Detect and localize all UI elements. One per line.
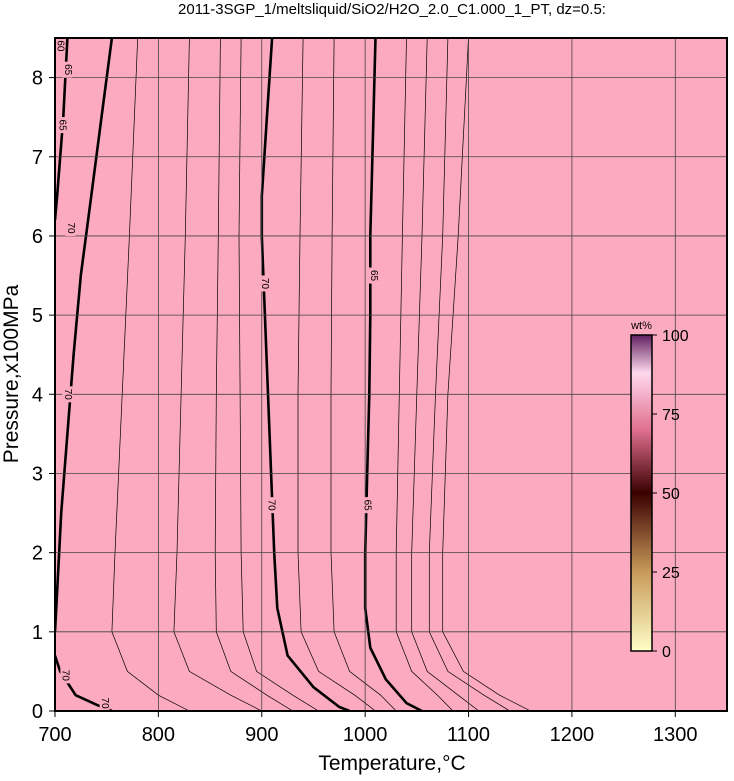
contour-label: 70 <box>62 389 73 401</box>
contour-label-bg <box>259 275 270 292</box>
thin-contour <box>111 38 190 711</box>
x-tick-label: 1100 <box>447 724 490 746</box>
y-tick-label: 5 <box>32 305 43 327</box>
plot-frame <box>54 37 728 712</box>
y-tick-label: 7 <box>32 147 43 169</box>
contour-label-bg <box>55 37 66 54</box>
y-tick-label: 8 <box>32 68 43 90</box>
colorbar <box>630 334 653 652</box>
thin-contour <box>428 38 511 711</box>
x-axis-label: Temperature,°C <box>318 752 465 775</box>
contour-label-bg <box>362 497 373 514</box>
contour-label: 60 <box>55 40 66 52</box>
chart-title: 2011-3SGP_1/meltsliquid/SiO2/H2O_2.0_C1.… <box>178 1 606 18</box>
contour-label-bg <box>368 267 379 284</box>
x-tick-label: 1200 <box>550 724 595 746</box>
contour-label: 65 <box>368 270 379 282</box>
contour-label: 70 <box>265 500 276 512</box>
x-tick-label: 700 <box>38 724 71 746</box>
colorbar-tick-label: 50 <box>662 486 680 503</box>
y-tick-label: 4 <box>32 384 43 406</box>
thin-contour <box>330 38 397 711</box>
thin-contour <box>442 38 531 711</box>
colorbar-tick-label: 100 <box>662 328 689 345</box>
x-tick-label: 800 <box>142 724 175 746</box>
colorbar-tick-label: 25 <box>662 565 680 582</box>
contour-label: 65 <box>62 64 73 76</box>
plot-background <box>55 38 727 711</box>
x-tick-label: 1300 <box>653 724 698 746</box>
contour-label: 70 <box>65 222 76 234</box>
thin-contour <box>238 38 319 711</box>
thin-contour <box>173 38 262 711</box>
contour-label: 65 <box>57 120 68 132</box>
colorbar-tick-label: 0 <box>662 644 671 661</box>
thin-contour <box>214 38 293 711</box>
contour-label: 65 <box>362 500 373 512</box>
y-axis-label: Pressure,x100MPa <box>0 284 23 463</box>
contour-label-bg <box>62 61 73 78</box>
x-tick-label: 1000 <box>343 724 388 746</box>
contour-label-bg <box>266 497 277 514</box>
y-tick-label: 2 <box>32 543 43 565</box>
contour-label-bg <box>57 117 68 134</box>
y-tick-label: 0 <box>32 701 43 723</box>
thin-contour <box>297 38 376 711</box>
contour-label-bg <box>62 386 73 403</box>
contour-label-bg <box>99 695 110 712</box>
thin-contour <box>395 38 454 711</box>
contour-label: 70 <box>99 698 110 710</box>
colorbar-label: wt% <box>630 320 652 332</box>
y-tick-label: 1 <box>32 622 43 644</box>
thin-contour <box>411 38 480 711</box>
y-tick-label: 3 <box>32 463 43 485</box>
contour-label: 70 <box>259 278 270 290</box>
contour-label-bg <box>65 220 76 237</box>
contour <box>55 38 114 632</box>
contour-label: 70 <box>60 670 71 682</box>
y-tick-label: 6 <box>32 226 43 248</box>
colorbar-tick-label: 75 <box>662 407 680 424</box>
x-tick-label: 900 <box>245 724 278 746</box>
contour-label-bg <box>60 667 71 684</box>
